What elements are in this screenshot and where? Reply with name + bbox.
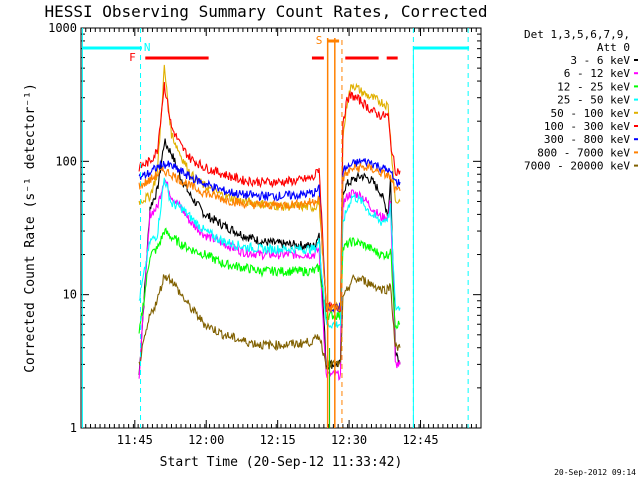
x-tick-label: 12:00 — [188, 433, 224, 447]
series-line-800-7000-keV — [138, 162, 401, 313]
legend-label: 50 - 100 keV — [551, 107, 631, 120]
series-line-12-25-keV — [138, 227, 401, 334]
x-axis-label: Start Time (20-Sep-12 11:33:42) — [160, 455, 403, 470]
overlay-layer: NF S — [81, 28, 470, 428]
y-tick-label: 1000 — [48, 21, 77, 35]
series-layer — [138, 64, 401, 381]
series-line-25-50-keV — [138, 177, 401, 329]
legend-label: 6 - 12 keV — [564, 67, 631, 80]
legend-header-1: Det 1,3,5,6,7,9, — [524, 28, 630, 41]
series-line-50-100-keV — [138, 64, 401, 312]
y-axis: 1 10 100 1000 — [48, 21, 481, 435]
legend-label: 7000 - 20000 keV — [524, 160, 630, 173]
y-tick-label: 10 — [63, 288, 77, 302]
series-line-300-800-keV — [138, 158, 401, 314]
series-line-100-300-keV — [138, 82, 401, 313]
flag-label-S: S — [316, 34, 323, 47]
flag-label-F: F — [129, 51, 136, 64]
legend-label: 25 - 50 keV — [557, 94, 630, 107]
y-tick-label: 100 — [55, 154, 77, 168]
x-axis: 11:45 12:00 12:15 12:30 12:45 — [80, 28, 482, 447]
legend-header-2: Att 0 — [597, 41, 630, 54]
y-axis-label: Corrected Count Rate (s⁻¹ detector⁻¹) — [23, 83, 38, 373]
x-tick-label: 11:45 — [117, 433, 153, 447]
legend-label: 300 - 800 keV — [544, 133, 630, 146]
chart-title: HESSI Observing Summary Count Rates, Cor… — [44, 2, 487, 21]
legend-label: 100 - 300 keV — [544, 120, 630, 133]
timestamp: 20-Sep-2012 09:14 — [554, 468, 636, 477]
flag-label-N: N — [144, 41, 151, 54]
x-tick-label: 12:45 — [402, 433, 438, 447]
legend-label: 3 - 6 keV — [570, 54, 630, 67]
series-line-3-6-keV — [138, 138, 401, 376]
legend-label: 800 - 7000 keV — [537, 146, 630, 159]
legend-label: 12 - 25 keV — [557, 80, 630, 93]
x-tick-label: 12:15 — [260, 433, 296, 447]
x-tick-label: 12:30 — [331, 433, 367, 447]
y-tick-label: 1 — [70, 421, 77, 435]
series-line-7000-20000-keV — [138, 273, 401, 370]
